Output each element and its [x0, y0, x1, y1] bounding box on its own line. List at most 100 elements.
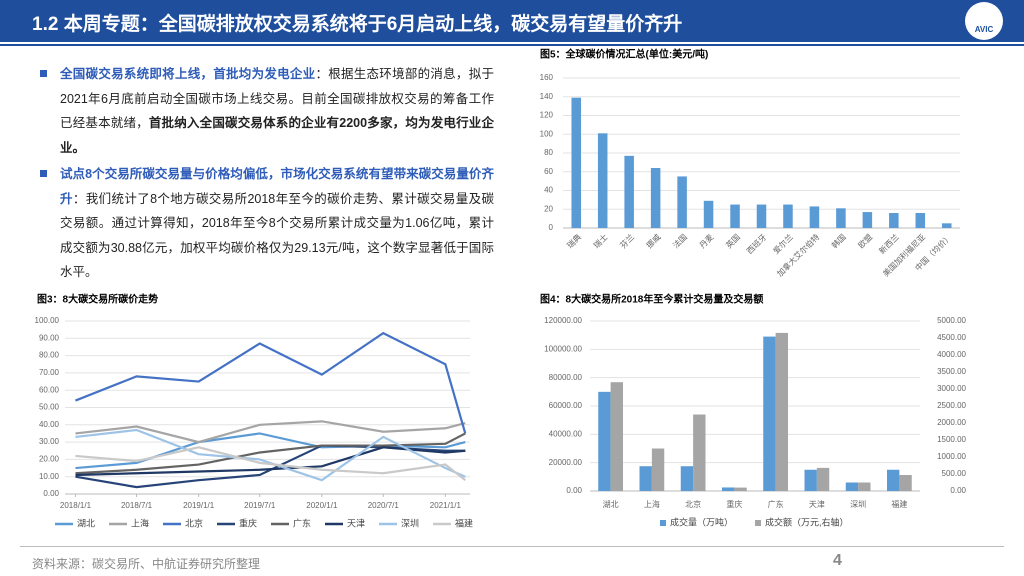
- bar: [730, 204, 740, 228]
- x-tick-label: 2020/1/1: [306, 501, 338, 510]
- bar: [845, 482, 859, 491]
- y-tick-label: 2500.00: [937, 401, 966, 410]
- x-tick-label: 挪威: [644, 232, 662, 250]
- y-tick-label: 120: [540, 111, 554, 120]
- text-run: 试点8个交易所碳交易量与价格均偏低，市场化交易系统有望带来碳交易量价齐升: [60, 167, 494, 206]
- legend-swatch: [755, 520, 761, 526]
- legend-swatch: [660, 520, 666, 526]
- x-tick-label: 瑞士: [591, 232, 609, 250]
- bar: [862, 212, 873, 228]
- text-run: 全国碳交易系统即将上线，首批均为发电企业: [60, 67, 316, 81]
- x-tick-label: 2019/7/1: [244, 501, 276, 510]
- y-tick-label: 120000.00: [544, 316, 582, 325]
- source-note: 资料来源：碳交易所、中航证券研究所整理: [32, 557, 261, 571]
- text-block: 全国碳交易系统即将上线，首批均为发电企业：根据生态环境部的消息，拟于2021年6…: [38, 62, 494, 287]
- x-tick-label: 北京: [685, 499, 701, 509]
- legend-label: 成交额（万元,右轴）: [765, 516, 849, 527]
- y-tick-label: 20000.00: [549, 458, 583, 467]
- y-tick-label: 100000.00: [544, 344, 582, 353]
- y-tick-label: 80: [544, 148, 553, 157]
- y-tick-label: 60000.00: [549, 401, 583, 410]
- bar: [734, 487, 747, 491]
- y-tick-label: 2000.00: [937, 418, 966, 427]
- legend-label: 深圳: [401, 518, 419, 528]
- bullet: 试点8个交易所碳交易量与价格均偏低，市场化交易系统有望带来碳交易量价齐升：我们统…: [38, 162, 494, 285]
- logo: AVIC: [965, 2, 1003, 40]
- text-run: 首批纳入全国碳交易体系的企业有2200多家，均为发电行业企业。: [60, 116, 494, 155]
- bar: [722, 487, 735, 491]
- header-rule: [0, 44, 1024, 46]
- bar: [809, 206, 820, 228]
- x-tick-label: 新西兰: [877, 232, 901, 256]
- series-line: [75, 444, 466, 489]
- header-title: 1.2 本周专题：全国碳排放权交易系统将于6月启动上线，碳交易有望量价齐升: [32, 14, 683, 35]
- bar: [598, 391, 611, 491]
- x-tick-label: 上海: [644, 499, 660, 509]
- y-tick-label: 60.00: [39, 385, 60, 394]
- y-tick-label: 1000.00: [937, 452, 966, 461]
- header-bar: 1.2 本周专题：全国碳排放权交易系统将于6月启动上线，碳交易有望量价齐升 AV…: [0, 0, 1024, 42]
- y-tick-label: 100.00: [35, 316, 60, 325]
- y-tick-label: 40.00: [39, 420, 60, 429]
- text-run: ：根据生态环境部的消息，拟于2021年6月底前启动全国碳市场上线交易。目前全国碳…: [60, 67, 494, 130]
- y-tick-label: 4500.00: [937, 333, 966, 342]
- legend-label: 福建: [455, 517, 473, 528]
- y-tick-label: 100: [540, 129, 554, 138]
- legend-label: 上海: [131, 517, 149, 528]
- y-tick-label: 500.00: [942, 469, 967, 478]
- page-number: 4: [833, 552, 842, 569]
- bar: [693, 414, 706, 491]
- footer-rule: [20, 546, 1004, 547]
- chart-title: 图4：8大碳交易所2018年至今累计交易量及交易额: [540, 293, 763, 306]
- x-tick-label: 韩国: [829, 232, 847, 250]
- y-tick-label: 0: [549, 223, 554, 232]
- bar: [756, 204, 767, 228]
- y-tick-label: 4000.00: [937, 350, 966, 359]
- y-tick-label: 40000.00: [549, 429, 583, 438]
- bar: [889, 213, 899, 228]
- chart-title: 图3：8大碳交易所碳价走势: [37, 293, 158, 306]
- series-line: [75, 446, 466, 482]
- y-tick-label: 80000.00: [549, 373, 583, 382]
- y-tick-label: 0.00: [566, 486, 582, 495]
- bar: [597, 133, 608, 228]
- series-line: [75, 331, 467, 434]
- bar: [677, 176, 687, 228]
- bar: [650, 168, 661, 228]
- x-tick-label: 福建: [891, 499, 907, 509]
- y-tick-label: 20.00: [39, 455, 60, 464]
- y-tick-label: 30.00: [39, 437, 60, 446]
- x-tick-label: 深圳: [850, 499, 866, 509]
- x-tick-label: 2020/7/1: [368, 501, 400, 510]
- y-tick-label: 140: [540, 92, 554, 101]
- bar: [775, 332, 788, 491]
- series-line: [75, 428, 466, 482]
- legend-label: 广东: [293, 517, 311, 528]
- bar: [651, 448, 665, 491]
- bar: [887, 469, 900, 491]
- series-line: [75, 420, 466, 444]
- bar: [571, 97, 581, 228]
- y-tick-label: 0.00: [43, 489, 59, 498]
- bullet-marker: [40, 170, 47, 177]
- x-tick-label: 法国: [671, 232, 689, 250]
- x-tick-label: 2021/1/1: [430, 501, 462, 510]
- y-tick-label: 3000.00: [937, 384, 966, 393]
- legend-label: 湖北: [77, 518, 95, 528]
- y-tick-label: 5000.00: [937, 316, 966, 325]
- bullet-marker: [40, 70, 47, 77]
- x-tick-label: 西班牙: [744, 232, 768, 256]
- x-tick-label: 湖北: [603, 500, 619, 509]
- x-tick-label: 广东: [768, 499, 784, 509]
- x-tick-label: 2019/1/1: [183, 501, 215, 510]
- x-tick-label: 芬兰: [618, 232, 636, 250]
- bar: [624, 155, 634, 228]
- bar: [915, 213, 926, 228]
- y-tick-label: 1500.00: [937, 435, 966, 444]
- bar: [610, 382, 623, 491]
- bar: [680, 466, 694, 491]
- x-tick-label: 欧盟: [856, 232, 874, 250]
- legend-label: 北京: [185, 517, 203, 528]
